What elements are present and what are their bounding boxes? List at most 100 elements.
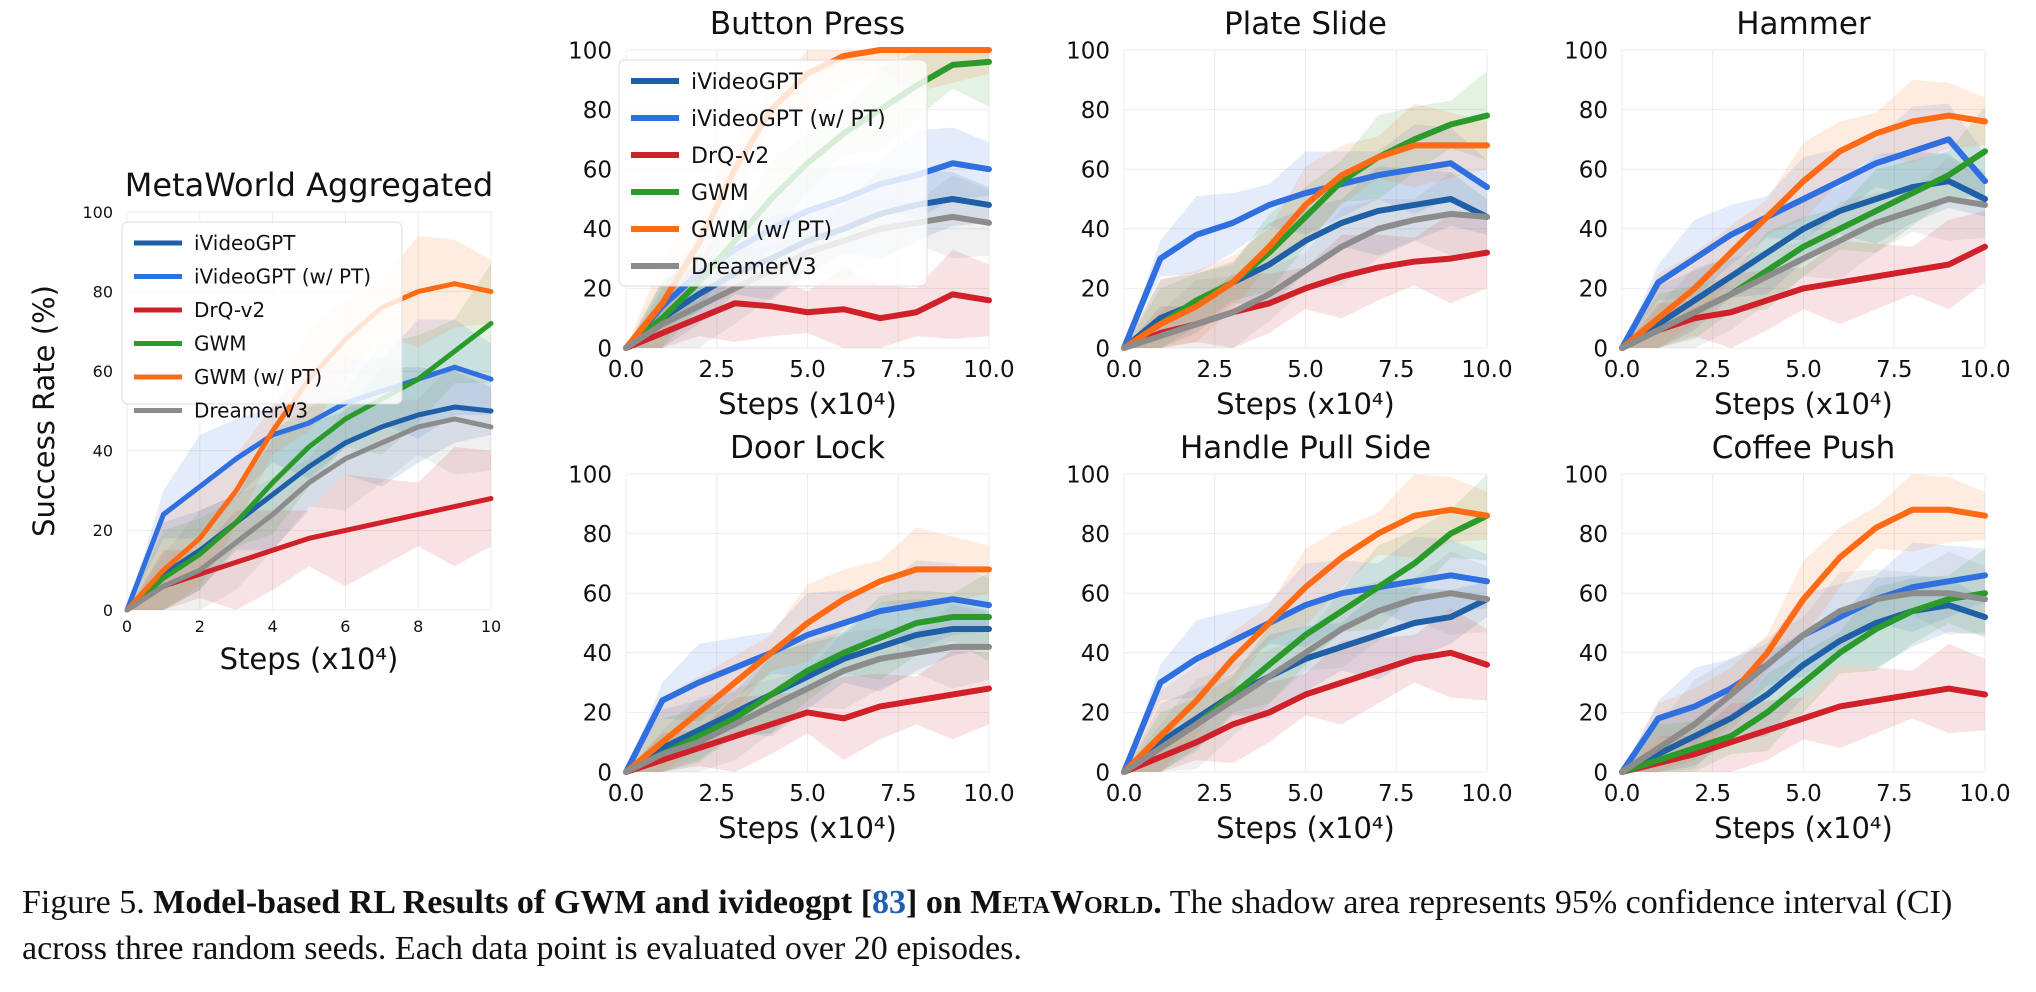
series-line-4 xyxy=(1121,112,1490,351)
x-tick-label: 5.0 xyxy=(1785,781,1822,807)
x-tick-label: 10 xyxy=(481,617,501,636)
ci-band-5 xyxy=(1622,79,1985,349)
legend-label-3: DrQ-v2 xyxy=(194,298,265,322)
y-tick-label: 40 xyxy=(1081,217,1110,243)
y-tick-label: 40 xyxy=(583,217,612,243)
x-axis-label: Steps (x10⁴) xyxy=(1714,811,1893,845)
x-tick-label: 0.0 xyxy=(1604,357,1641,383)
y-tick-label: 60 xyxy=(583,157,612,183)
legend-label-6: DreamerV3 xyxy=(194,399,308,423)
y-tick-label: 60 xyxy=(583,581,612,607)
x-tick-label: 7.5 xyxy=(1876,357,1913,383)
x-tick-label: 0.0 xyxy=(1106,781,1143,807)
y-tick-label: 0 xyxy=(597,760,612,786)
y-tick-label: 60 xyxy=(1579,157,1608,183)
y-tick-label: 60 xyxy=(93,362,113,381)
x-axis-label: Steps (x10⁴) xyxy=(1714,387,1893,421)
chart-panel-2: 0 20 40 60 80 100 0.0 2.5 5.0 7.5 10.0 Button Press… xyxy=(568,6,1015,421)
y-tick-label: 60 xyxy=(1081,581,1110,607)
y-tick-label: 100 xyxy=(1564,462,1608,488)
ci-band-3 xyxy=(626,249,989,348)
x-tick-label: 10.0 xyxy=(963,357,1014,383)
series-line-3 xyxy=(623,685,992,775)
series-line-2 xyxy=(124,364,494,613)
series-line-6 xyxy=(623,643,992,775)
series-line-5 xyxy=(1121,506,1490,775)
legend-label-4: GWM xyxy=(194,332,247,356)
series-line-6 xyxy=(1121,590,1490,775)
caption-label: Figure 5. xyxy=(22,884,145,921)
y-tick-label: 0 xyxy=(1095,336,1110,362)
x-tick-label: 7.5 xyxy=(880,781,917,807)
x-tick-label: 2.5 xyxy=(698,357,735,383)
ci-band-5 xyxy=(1124,474,1487,772)
y-tick-label: 80 xyxy=(583,98,612,124)
legend-label-2: iVideoGPT (w/ PT) xyxy=(691,107,886,132)
chart-title: Handle Pull Side xyxy=(1180,430,1431,466)
x-tick-label: 7.5 xyxy=(1876,781,1913,807)
x-tick-label: 7.5 xyxy=(1378,781,1415,807)
chart-panel-6: 0 20 40 60 80 100 0.0 2.5 5.0 7.5 10.0 Handle Pull … xyxy=(1066,430,1513,845)
x-tick-label: 10.0 xyxy=(1461,357,1512,383)
y-tick-label: 80 xyxy=(93,282,113,301)
legend-label-4: GWM xyxy=(691,181,749,206)
y-tick-label: 20 xyxy=(1579,701,1608,727)
y-tick-label: 40 xyxy=(93,442,113,461)
y-tick-label: 100 xyxy=(568,462,612,488)
x-axis-label: Steps (x10⁴) xyxy=(1216,387,1395,421)
x-tick-label: 0.0 xyxy=(1106,357,1143,383)
x-tick-label: 10.0 xyxy=(1959,781,2010,807)
y-tick-label: 80 xyxy=(1081,98,1110,124)
series-line-1 xyxy=(124,404,494,613)
series-line-5 xyxy=(1619,112,1988,351)
series-line-1 xyxy=(623,625,992,775)
y-tick-label: 0 xyxy=(597,336,612,362)
legend-label-6: DreamerV3 xyxy=(691,255,817,280)
ci-band-1 xyxy=(127,367,491,610)
series-line-6 xyxy=(1121,210,1490,351)
series-line-3 xyxy=(1619,685,1988,775)
y-tick-label: 20 xyxy=(1081,701,1110,727)
x-tick-label: 7.5 xyxy=(1378,357,1415,383)
x-tick-label: 2.5 xyxy=(1694,357,1731,383)
y-tick-label: 80 xyxy=(1579,522,1608,548)
x-tick-label: 5.0 xyxy=(789,781,826,807)
chart-title: Hammer xyxy=(1736,6,1871,42)
y-tick-label: 40 xyxy=(1579,641,1608,667)
x-tick-label: 5.0 xyxy=(1287,357,1324,383)
ci-band-3 xyxy=(1124,213,1487,348)
x-tick-label: 7.5 xyxy=(880,357,917,383)
chart-panel-4: 0 20 40 60 80 100 0.0 2.5 5.0 7.5 10.0 Hammer Steps … xyxy=(1564,6,2011,421)
y-tick-label: 40 xyxy=(583,641,612,667)
x-axis-label: Steps (x10⁴) xyxy=(718,387,897,421)
y-tick-label: 20 xyxy=(1579,277,1608,303)
y-tick-label: 40 xyxy=(1579,217,1608,243)
series-line-3 xyxy=(1619,243,1988,351)
x-axis-label: Steps (x10⁴) xyxy=(718,811,897,845)
caption-bold-title: Model-based RL Results of GWM and ivideo… xyxy=(153,884,1162,921)
x-tick-label: 0.0 xyxy=(1604,781,1641,807)
caption-text: The shadow area represents 95% confidenc… xyxy=(22,884,1953,967)
y-axis-label: Success Rate (%) xyxy=(27,285,61,537)
x-tick-label: 10.0 xyxy=(1959,357,2010,383)
chart-panel-7: 0 20 40 60 80 100 0.0 2.5 5.0 7.5 10.0 Coffee Push S… xyxy=(1564,430,2011,845)
y-tick-label: 100 xyxy=(1564,38,1608,64)
x-axis-label: Steps (x10⁴) xyxy=(220,642,399,676)
x-tick-label: 5.0 xyxy=(1287,781,1324,807)
series-line-2 xyxy=(1121,160,1490,351)
ci-band-6 xyxy=(1124,172,1487,348)
chart-title: MetaWorld Aggregated xyxy=(125,166,493,204)
series-line-2 xyxy=(1619,136,1988,351)
y-tick-label: 0 xyxy=(1593,760,1608,786)
chart-title: Coffee Push xyxy=(1712,430,1896,466)
y-tick-label: 0 xyxy=(1593,336,1608,362)
series-line-4 xyxy=(124,320,494,613)
x-tick-label: 2.5 xyxy=(698,781,735,807)
caption-reference-link[interactable]: 83 xyxy=(872,884,907,921)
legend-label-1: iVideoGPT xyxy=(691,70,803,95)
y-tick-label: 100 xyxy=(1066,462,1110,488)
ci-band-4 xyxy=(1124,474,1487,772)
ci-band-4 xyxy=(1622,548,1985,772)
legend: iVideoGPT iVideoGPT (w/ PT) DrQ-v2 GWM GWM (… xyxy=(121,221,403,423)
y-tick-label: 80 xyxy=(1081,522,1110,548)
